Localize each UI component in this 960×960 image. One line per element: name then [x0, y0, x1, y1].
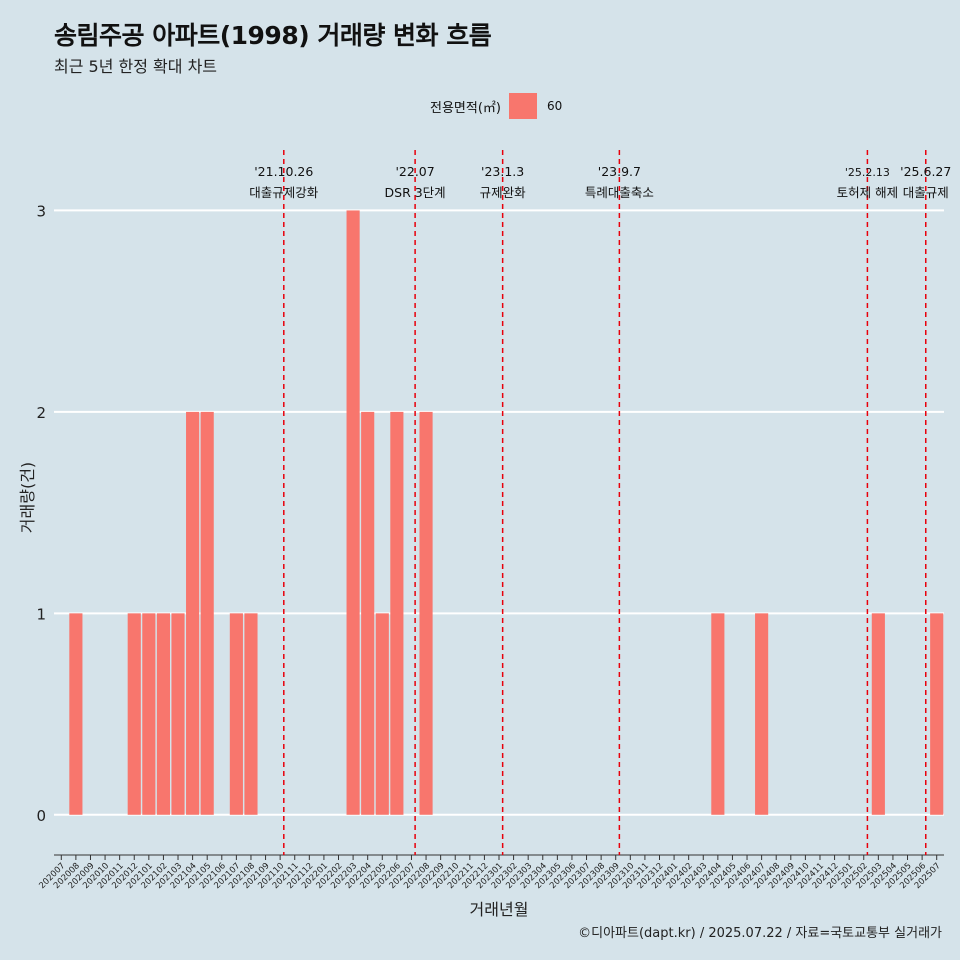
bar [375, 613, 389, 815]
bar [229, 613, 243, 815]
event-date-label: '25.2.13 [845, 166, 890, 179]
y-tick-label: 1 [36, 605, 46, 623]
event-date-label: '21.10.26 [254, 164, 313, 179]
y-tick-label: 2 [36, 404, 46, 422]
bar [244, 613, 258, 815]
chart-subtitle: 최근 5년 한정 확대 차트 [54, 57, 218, 76]
legend: 전용면적(㎡) 60 [430, 93, 562, 119]
event-date-label: '25.6.27 [900, 164, 951, 179]
event-label: 규제완화 [480, 185, 527, 200]
event-date-label: '22.07 [395, 164, 434, 179]
event-date-label: '23.9.7 [598, 164, 641, 179]
event-label: 대출규제강화 [249, 185, 319, 200]
bar [69, 613, 83, 815]
bar [930, 613, 944, 815]
bar [142, 613, 156, 815]
bar [171, 613, 185, 815]
bar [871, 613, 885, 815]
bar [156, 613, 170, 815]
bar [200, 411, 214, 815]
bar [127, 613, 141, 815]
bar [390, 411, 404, 815]
bar [419, 411, 433, 815]
bar [755, 613, 769, 815]
event-label: 대출규제 [903, 185, 949, 200]
y-tick-label: 0 [36, 807, 46, 825]
event-date-label: '23.1.3 [481, 164, 524, 179]
event-label: 토허제 해제 [837, 185, 898, 200]
y-axis-title: 거래량(건) [18, 462, 37, 533]
legend-label: 60 [546, 99, 563, 113]
bar [361, 411, 375, 815]
chart-caption: ©디아파트(dapt.kr) / 2025.07.22 / 자료=국토교통부 실… [578, 926, 942, 941]
y-tick-label: 3 [36, 202, 46, 220]
event-label: DSR 3단계 [385, 185, 446, 200]
bar [346, 210, 360, 815]
x-axis-title: 거래년월 [470, 900, 529, 919]
event-label: 특례대출축소 [585, 185, 654, 200]
legend-title: 전용면적(㎡) [430, 100, 501, 116]
bar [186, 411, 200, 815]
bar [711, 613, 725, 815]
chart-title: 송림주공 아파트(1998) 거래량 변화 흐름 [54, 21, 492, 50]
legend-key-swatch [508, 93, 537, 119]
